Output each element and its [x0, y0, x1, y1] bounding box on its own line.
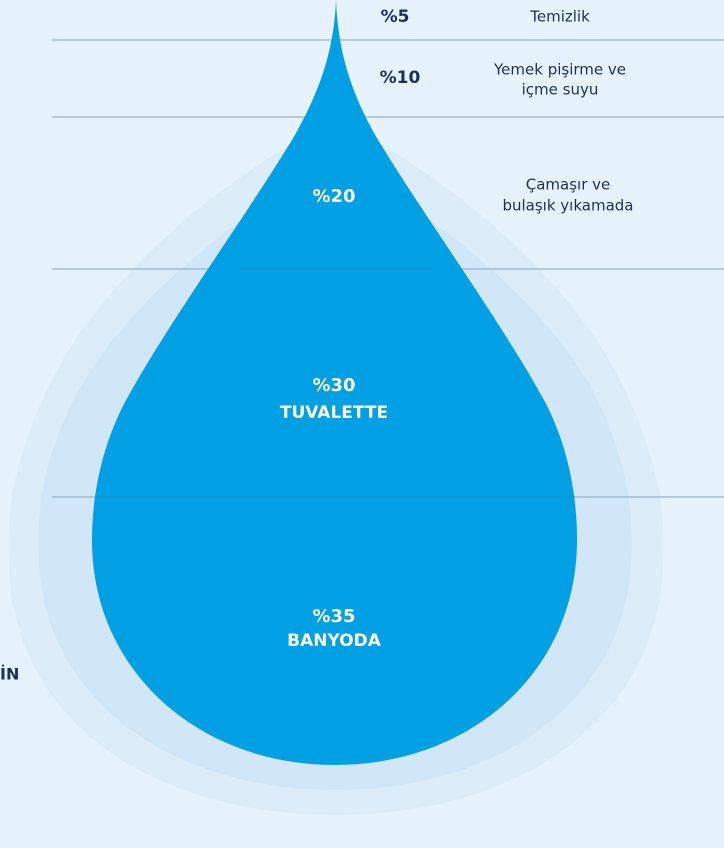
- percent: %10: [380, 68, 421, 88]
- label: bulaşık yıkamada: [502, 197, 633, 215]
- percent: %35: [312, 606, 355, 627]
- label: Çamaşır ve: [526, 176, 611, 194]
- label: TUVALETTE: [280, 403, 388, 423]
- label: Temizlik: [529, 8, 590, 26]
- percent: %20: [312, 186, 355, 207]
- label: BANYODA: [287, 631, 382, 651]
- water-drop: [92, 0, 577, 765]
- side-text: İN: [0, 665, 19, 684]
- percent: %5: [381, 7, 410, 27]
- percent: %30: [312, 375, 355, 396]
- label: içme suyu: [522, 81, 599, 99]
- drop-bands: [95, 268, 575, 498]
- label: Yemek pişirme ve: [493, 61, 626, 79]
